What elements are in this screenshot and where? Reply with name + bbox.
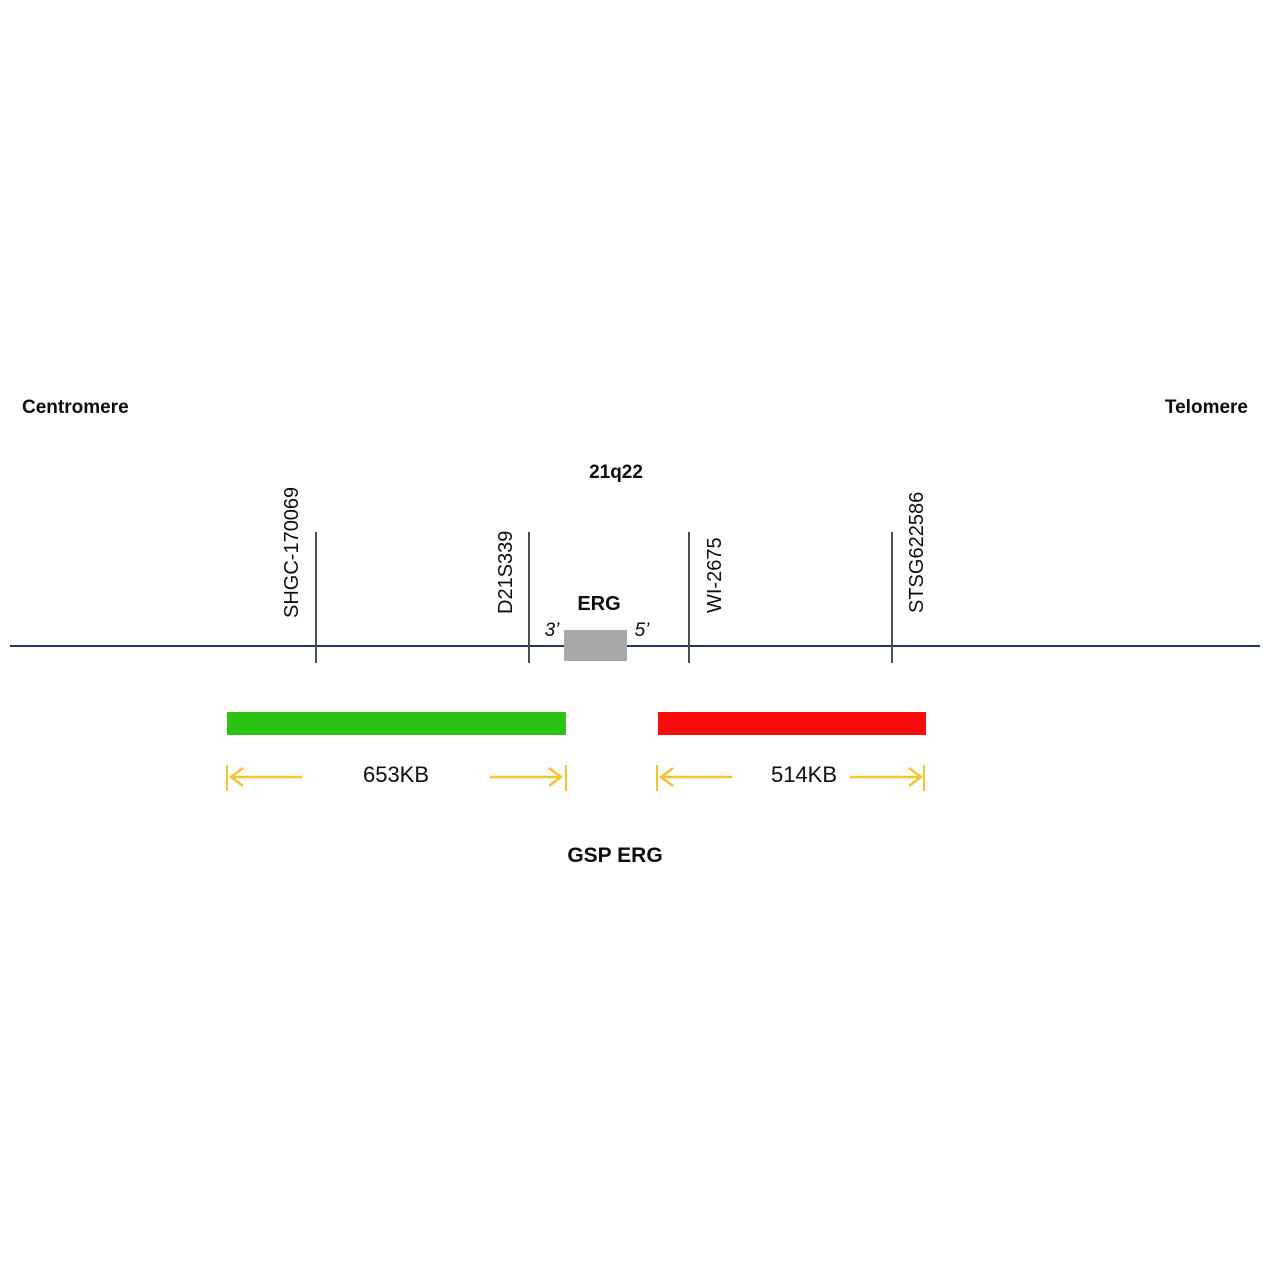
dimension-endbar	[923, 765, 925, 791]
gene-name-label: ERG	[577, 593, 621, 615]
region-title: 21q22	[589, 462, 643, 483]
marker-label-wi-2675: WI-2675	[704, 537, 726, 613]
marker-label-stsg622586: STSG622586	[906, 491, 928, 613]
green-probe-size-label: 653KB	[362, 762, 430, 787]
arrow-left-icon	[229, 764, 303, 790]
tick-wi-2675	[688, 532, 690, 663]
centromere-label: Centromere	[22, 397, 129, 418]
gene-5prime-label: 5’	[634, 620, 650, 641]
arrow-left-icon	[659, 764, 733, 790]
red-probe-bar	[658, 712, 926, 735]
tick-d21s339	[528, 532, 530, 663]
figure-caption: GSP ERG	[567, 844, 663, 867]
dimension-endbar	[565, 765, 567, 791]
tick-shgc-170069	[315, 532, 317, 663]
chromosome-baseline	[10, 645, 1260, 647]
dimension-endbar	[226, 765, 228, 791]
telomere-label: Telomere	[1164, 397, 1248, 418]
gene-box	[564, 630, 627, 661]
red-probe-size-label: 514KB	[770, 762, 838, 787]
arrow-right-icon	[489, 764, 563, 790]
arrow-right-icon	[849, 764, 923, 790]
gene-3prime-label: 3’	[544, 620, 560, 641]
green-probe-bar	[227, 712, 566, 735]
tick-stsg622586	[891, 532, 893, 663]
marker-label-shgc-170069: SHGC-170069	[281, 486, 303, 618]
marker-label-d21s339: D21S339	[495, 530, 517, 614]
dimension-endbar	[656, 765, 658, 791]
